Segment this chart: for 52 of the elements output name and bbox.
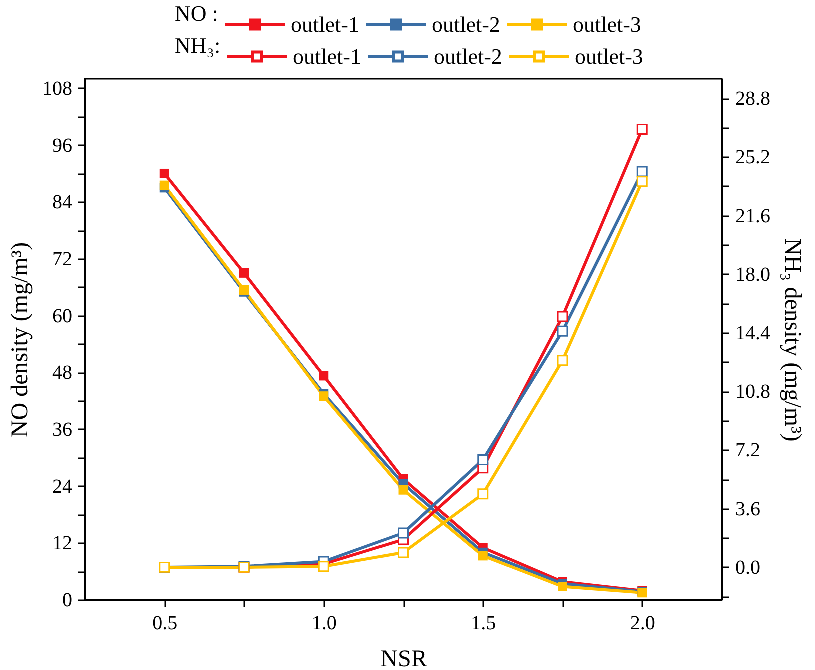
point xyxy=(398,528,409,539)
point xyxy=(557,355,568,366)
y-tick-label: 24 xyxy=(52,476,72,498)
point xyxy=(398,485,408,495)
point xyxy=(319,392,329,402)
point xyxy=(398,547,409,558)
y-tick-label: 84 xyxy=(52,192,72,214)
point xyxy=(160,180,170,190)
y2-tick-label: 7.2 xyxy=(736,440,760,462)
point xyxy=(240,268,249,278)
y2-tick-label: 10.8 xyxy=(736,381,770,404)
x-tick-label: 2.0 xyxy=(630,612,656,634)
legend-label: outlet-1 xyxy=(291,12,360,37)
point xyxy=(557,311,568,322)
legend-label: outlet-1 xyxy=(293,44,362,69)
y2-tick-label: 14.4 xyxy=(736,322,770,344)
x-tick-label: 0.5 xyxy=(152,612,178,634)
text: NH₃: xyxy=(175,33,221,58)
point xyxy=(636,124,648,135)
x-tick-label: 1.5 xyxy=(471,612,496,634)
y2-tick-label: 28.8 xyxy=(736,88,770,110)
y2-axis-title: NH₃ density (mg/m³) xyxy=(780,238,806,442)
point xyxy=(319,371,329,381)
point xyxy=(557,326,568,337)
legend-label: outlet-2 xyxy=(432,12,500,37)
y-tick-label: 12 xyxy=(52,532,72,555)
legend-label: outlet-3 xyxy=(573,12,642,37)
y-axis-title: NO density (mg/m³) xyxy=(8,242,34,438)
y2-tick-label: 18.0 xyxy=(736,264,770,286)
y2-tick-label: 0.0 xyxy=(736,556,760,579)
point xyxy=(558,582,568,592)
y-tick-label: 60 xyxy=(52,305,72,328)
y-tick-label: 0 xyxy=(62,590,72,612)
x-axis-title: NSR xyxy=(380,646,428,670)
legend-label: outlet-3 xyxy=(575,44,644,69)
y2-tick-label: 3.6 xyxy=(736,498,760,520)
point xyxy=(318,561,330,572)
legend-label: outlet-2 xyxy=(434,44,502,69)
point xyxy=(636,176,648,188)
point xyxy=(478,488,489,500)
x-tick-label: 1.0 xyxy=(312,612,337,634)
y-tick-label: 108 xyxy=(42,78,72,100)
y-tick-label: 48 xyxy=(52,362,72,384)
point xyxy=(478,454,489,466)
y-tick-label: 36 xyxy=(52,418,72,441)
y2-tick-label: 21.6 xyxy=(736,205,770,228)
point xyxy=(160,168,170,178)
y2-tick-label: 25.2 xyxy=(736,146,770,169)
y-tick-label: 72 xyxy=(52,248,72,270)
point xyxy=(478,551,488,561)
y-tick-label: 96 xyxy=(52,134,72,157)
text: NO : xyxy=(175,1,218,26)
